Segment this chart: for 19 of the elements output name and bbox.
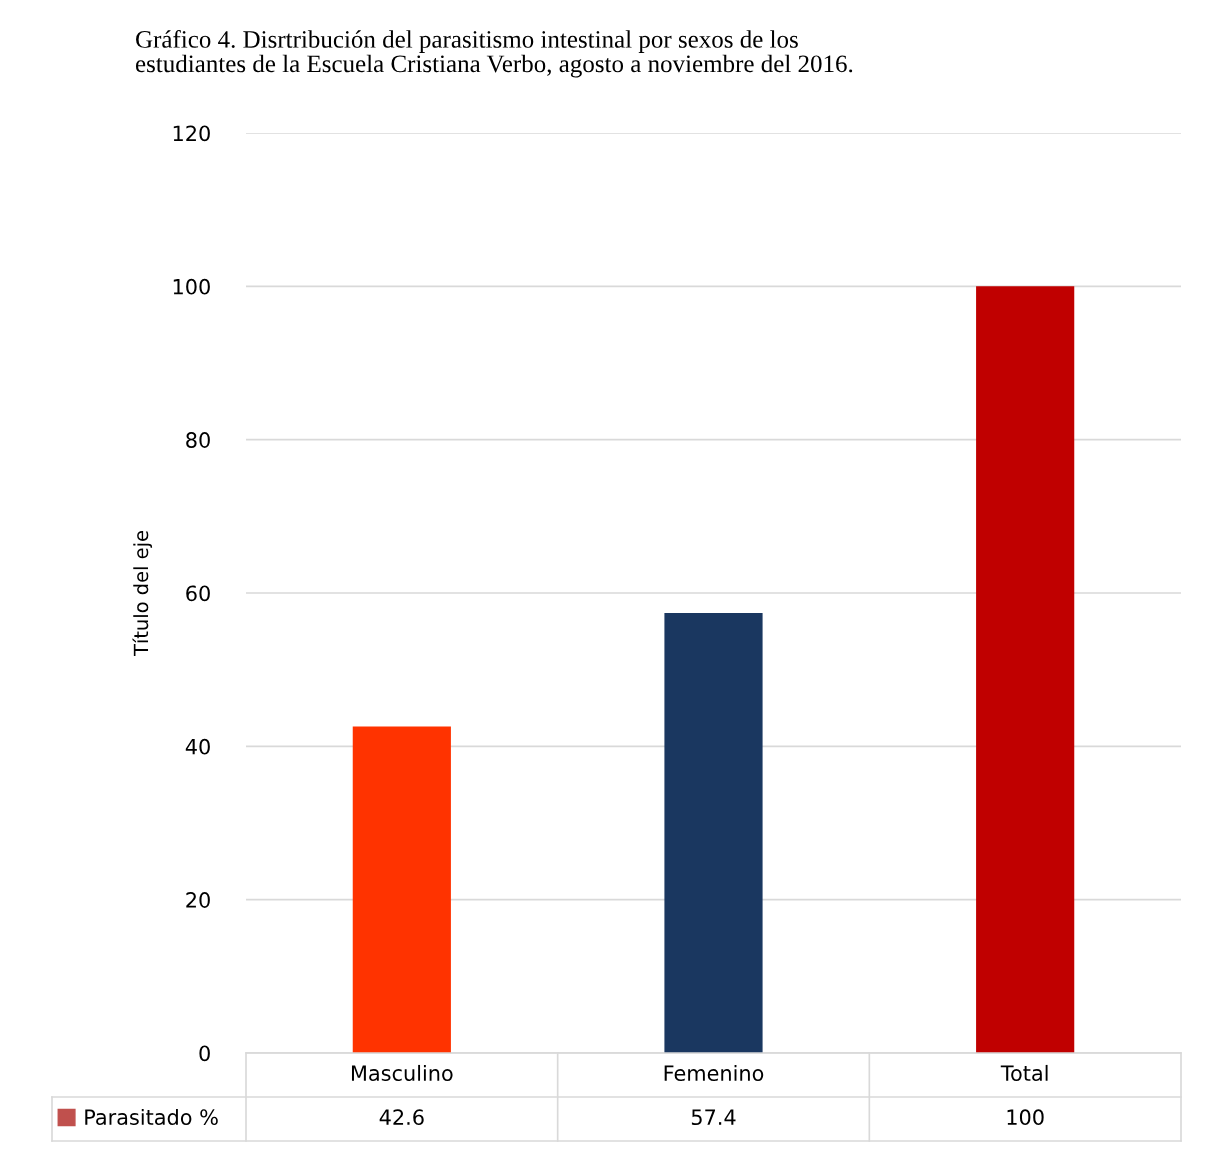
y-tick-label: 20 xyxy=(186,892,210,908)
y-tick-label: 120 xyxy=(173,125,210,142)
data-label: 42.6 xyxy=(379,1109,424,1126)
text: Parasitado % xyxy=(85,1108,218,1126)
data-label: 100 xyxy=(1007,1109,1044,1126)
bar xyxy=(352,726,451,1053)
y-axis-title: Título del eje xyxy=(132,531,153,657)
y-tick-label: 80 xyxy=(186,432,210,448)
chart-title: Gráfico 4. Disrtribución del parasitismo intestinal por sexos de los estudiantes de la Escuela Cristiana Verbo, agosto a noviembre del 2016. xyxy=(135,30,853,78)
y-tick-label: 0 xyxy=(199,1045,210,1062)
y-tick-label: 40 xyxy=(185,738,210,755)
x-tick-label: Total xyxy=(1000,1064,1048,1082)
y-tick-label: 60 xyxy=(186,585,210,602)
x-tick-label: Masculino xyxy=(351,1064,453,1082)
data-label: 57.4 xyxy=(691,1109,736,1126)
bar xyxy=(976,286,1075,1053)
bar xyxy=(664,612,763,1053)
y-tick-label: 100 xyxy=(173,278,210,295)
x-tick-label: Femenino xyxy=(664,1064,764,1082)
